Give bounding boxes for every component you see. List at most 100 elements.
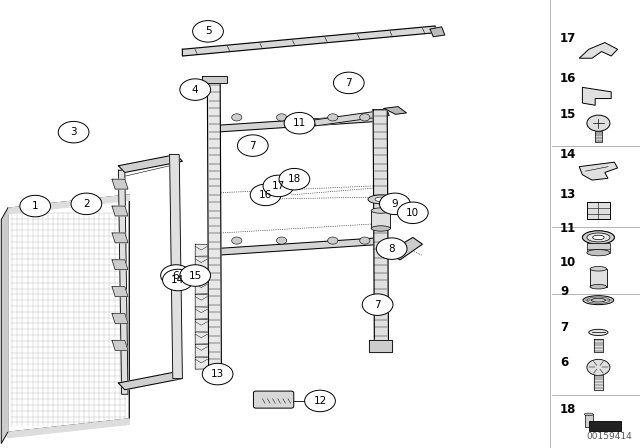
Text: 9: 9 — [560, 284, 568, 298]
Ellipse shape — [375, 197, 387, 202]
Circle shape — [232, 237, 242, 244]
Text: 18: 18 — [288, 174, 301, 184]
Polygon shape — [170, 155, 182, 379]
Circle shape — [328, 114, 338, 121]
Text: 2: 2 — [83, 199, 90, 209]
Bar — [587, 243, 610, 253]
Polygon shape — [118, 170, 128, 394]
Text: 4: 4 — [192, 85, 198, 95]
Ellipse shape — [593, 235, 604, 240]
Bar — [590, 269, 607, 287]
Text: 8: 8 — [388, 244, 395, 254]
Polygon shape — [579, 43, 618, 58]
Polygon shape — [112, 206, 128, 216]
Polygon shape — [8, 195, 129, 432]
Polygon shape — [369, 340, 392, 352]
Circle shape — [20, 195, 51, 217]
Circle shape — [380, 193, 410, 215]
Ellipse shape — [584, 413, 593, 416]
Ellipse shape — [371, 226, 390, 231]
Circle shape — [279, 168, 310, 190]
Bar — [585, 414, 593, 427]
Polygon shape — [195, 307, 220, 319]
Circle shape — [193, 21, 223, 42]
Text: 12: 12 — [314, 396, 326, 406]
Circle shape — [397, 202, 428, 224]
Polygon shape — [594, 375, 603, 390]
Circle shape — [180, 79, 211, 100]
Text: 3: 3 — [70, 127, 77, 137]
Ellipse shape — [591, 298, 605, 302]
Circle shape — [180, 265, 211, 286]
Text: 6: 6 — [560, 356, 568, 370]
Polygon shape — [195, 294, 220, 306]
Circle shape — [58, 121, 89, 143]
Polygon shape — [112, 287, 128, 297]
Polygon shape — [118, 372, 182, 390]
Polygon shape — [579, 162, 618, 180]
Polygon shape — [384, 107, 406, 114]
Text: 16: 16 — [259, 190, 272, 200]
Text: 7: 7 — [346, 78, 352, 88]
Text: 14: 14 — [172, 275, 184, 285]
Polygon shape — [202, 76, 227, 83]
Ellipse shape — [368, 195, 394, 204]
Bar — [589, 421, 621, 431]
Circle shape — [232, 114, 242, 121]
Text: 11: 11 — [560, 222, 576, 235]
Text: 15: 15 — [560, 108, 577, 121]
Circle shape — [237, 135, 268, 156]
Polygon shape — [112, 314, 128, 323]
Circle shape — [587, 115, 610, 131]
Circle shape — [362, 294, 393, 315]
Polygon shape — [195, 257, 220, 269]
Text: 5: 5 — [205, 26, 211, 36]
Polygon shape — [182, 26, 435, 56]
Circle shape — [250, 184, 281, 206]
Polygon shape — [112, 233, 128, 243]
Circle shape — [263, 175, 294, 197]
Polygon shape — [112, 340, 128, 350]
Ellipse shape — [590, 284, 607, 289]
Polygon shape — [594, 339, 603, 352]
Ellipse shape — [371, 208, 390, 213]
Circle shape — [71, 193, 102, 215]
Circle shape — [328, 237, 338, 244]
Polygon shape — [387, 237, 422, 260]
Polygon shape — [112, 179, 128, 189]
Text: 10: 10 — [406, 208, 419, 218]
Polygon shape — [207, 78, 221, 376]
Polygon shape — [195, 319, 220, 332]
Ellipse shape — [587, 250, 610, 256]
Circle shape — [163, 269, 193, 291]
Text: 17: 17 — [560, 31, 576, 45]
Polygon shape — [8, 419, 129, 438]
Polygon shape — [195, 332, 220, 344]
Ellipse shape — [589, 329, 608, 336]
Ellipse shape — [587, 233, 610, 242]
Polygon shape — [195, 244, 220, 256]
Bar — [595, 131, 602, 142]
Bar — [587, 202, 610, 219]
Bar — [371, 211, 390, 228]
Text: 15: 15 — [189, 271, 202, 280]
Ellipse shape — [582, 231, 614, 244]
Text: 1: 1 — [32, 201, 38, 211]
Polygon shape — [1, 208, 8, 444]
Ellipse shape — [590, 267, 607, 271]
Polygon shape — [373, 110, 388, 345]
Text: 18: 18 — [560, 403, 577, 417]
Polygon shape — [215, 237, 384, 255]
Text: 13: 13 — [211, 369, 224, 379]
Text: 00159414: 00159414 — [587, 432, 632, 441]
Text: 17: 17 — [272, 181, 285, 191]
Text: 11: 11 — [293, 118, 306, 128]
Polygon shape — [8, 195, 129, 214]
Text: 7: 7 — [250, 141, 256, 151]
Polygon shape — [314, 110, 389, 126]
Text: 16: 16 — [560, 72, 577, 85]
Circle shape — [284, 112, 315, 134]
Circle shape — [276, 114, 287, 121]
Circle shape — [360, 114, 370, 121]
Polygon shape — [118, 155, 182, 172]
